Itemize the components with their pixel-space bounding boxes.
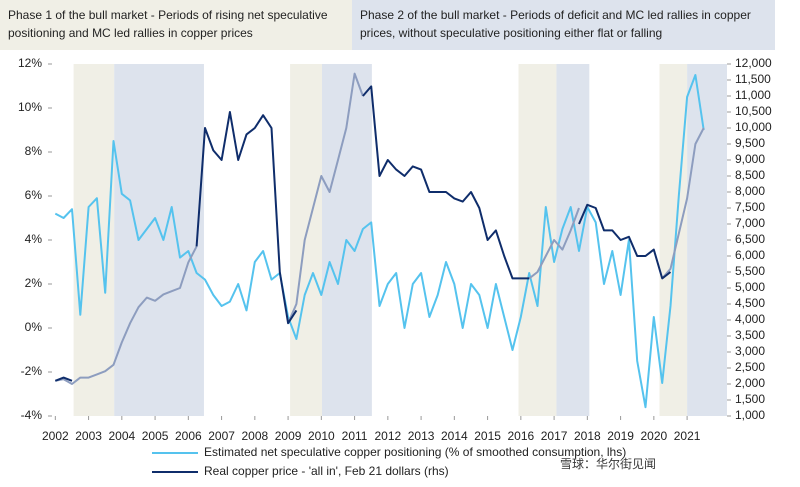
y2-tick-label: 3,000 xyxy=(735,344,765,358)
x-tick-label: 2002 xyxy=(42,429,69,443)
y2-tick-label: 2,000 xyxy=(735,376,765,390)
y2-tick-label: 4,500 xyxy=(735,296,765,310)
y2-tick-label: 6,000 xyxy=(735,248,765,262)
x-tick-label: 2007 xyxy=(208,429,235,443)
x-tick-label: 2010 xyxy=(308,429,335,443)
y-tick-label: 12% xyxy=(18,56,42,70)
y2-tick-label: 9,000 xyxy=(735,152,765,166)
series-line xyxy=(54,85,672,382)
y-tick-label: 6% xyxy=(25,188,43,202)
x-tick-label: 2006 xyxy=(175,429,202,443)
y2-tick-label: 9,500 xyxy=(735,136,765,150)
y2-tick-label: 10,000 xyxy=(735,120,772,134)
legend-label: Real copper price - 'all in', Feb 21 dol… xyxy=(204,464,449,478)
y-tick-label: 2% xyxy=(25,276,43,290)
x-tick-label: 2009 xyxy=(275,429,302,443)
y2-tick-label: 5,500 xyxy=(735,264,765,278)
series-line xyxy=(55,72,705,385)
y2-tick-label: 4,000 xyxy=(735,312,765,326)
y2-tick-label: 8,000 xyxy=(735,184,765,198)
x-tick-label: 2016 xyxy=(507,429,534,443)
y2-tick-label: 8,500 xyxy=(735,168,765,182)
y2-tick-label: 11,500 xyxy=(735,72,771,86)
y2-tick-label: 6,500 xyxy=(735,232,765,246)
x-tick-label: 2008 xyxy=(241,429,268,443)
y2-tick-label: 7,500 xyxy=(735,200,765,214)
x-tick-label: 2004 xyxy=(108,429,135,443)
x-tick-label: 2013 xyxy=(408,429,435,443)
y2-tick-label: 5,000 xyxy=(735,280,765,294)
y2-tick-label: 1,000 xyxy=(735,408,765,422)
series-line xyxy=(54,74,705,409)
watermark: 雪球：华尔街见闻 xyxy=(560,456,656,471)
x-tick-label: 2012 xyxy=(374,429,401,443)
y2-tick-label: 1,500 xyxy=(735,392,765,406)
y-tick-label: 8% xyxy=(25,144,43,158)
y2-tick-label: 3,500 xyxy=(735,328,765,342)
y2-tick-label: 7,000 xyxy=(735,216,765,230)
x-tick-label: 2021 xyxy=(674,429,701,443)
y2-tick-label: 12,000 xyxy=(735,56,772,70)
x-tick-label: 2011 xyxy=(342,429,368,443)
y-tick-label: -2% xyxy=(21,364,43,378)
x-tick-label: 2019 xyxy=(607,429,634,443)
x-tick-label: 2014 xyxy=(441,429,468,443)
x-tick-label: 2005 xyxy=(142,429,169,443)
y-tick-label: -4% xyxy=(21,408,43,422)
x-tick-label: 2018 xyxy=(574,429,601,443)
y2-tick-label: 2,500 xyxy=(735,360,765,374)
phase-band xyxy=(290,64,322,416)
phase-1-note: Phase 1 of the bull market - Periods of … xyxy=(0,0,352,50)
y2-tick-label: 10,500 xyxy=(735,104,772,118)
phase-band xyxy=(687,64,727,416)
x-tick-label: 2017 xyxy=(541,429,568,443)
phase-2-note: Phase 2 of the bull market - Periods of … xyxy=(352,0,775,50)
legend-label: Estimated net speculative copper positio… xyxy=(204,445,626,459)
x-tick-label: 2015 xyxy=(474,429,501,443)
phase-band xyxy=(556,64,590,416)
y-tick-label: 4% xyxy=(25,232,43,246)
x-tick-label: 2003 xyxy=(75,429,102,443)
phase-band xyxy=(114,64,204,416)
y-tick-label: 10% xyxy=(18,100,42,114)
x-tick-label: 2020 xyxy=(640,429,667,443)
y-tick-label: 0% xyxy=(25,320,43,334)
y2-tick-label: 11,000 xyxy=(735,88,771,102)
